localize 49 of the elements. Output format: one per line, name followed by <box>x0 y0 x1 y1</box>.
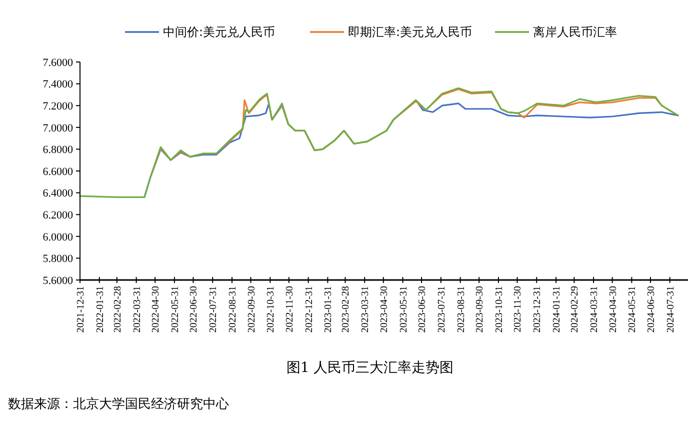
line-series <box>79 87 679 198</box>
x-tick-label: 2024-03-31 <box>589 286 600 333</box>
y-tick-label: 7.0000 <box>42 122 74 134</box>
x-tick-label: 2023-12-31 <box>532 286 544 333</box>
y-tick-label: 6.6000 <box>42 166 74 178</box>
x-tick-label: 2021-12-31 <box>76 286 86 333</box>
y-tick-label: 6.4000 <box>42 188 74 200</box>
x-tick-label: 2022-04-30 <box>150 286 162 333</box>
x-tick-label: 2022-11-30 <box>284 286 296 332</box>
x-tick-label: 2024-01-31 <box>552 286 563 333</box>
x-tick-label: 2023-02-28 <box>340 286 352 333</box>
x-tick-label: 2022-02-28 <box>112 286 124 333</box>
x-tick-label: 2023-11-30 <box>512 286 524 332</box>
x-tick-label: 2023-08-31 <box>456 286 467 333</box>
text: 图1 人民币三大汇率走势图 <box>286 360 454 376</box>
x-tick-label: 2023-01-31 <box>323 286 334 333</box>
x-tick-label: 2023-04-30 <box>378 286 390 333</box>
x-tick-label: 2022-05-31 <box>170 286 181 333</box>
y-tick-label: 7.2000 <box>42 100 74 112</box>
x-tick-label: 2024-06-30 <box>646 286 657 333</box>
x-tick-label: 2023-06-30 <box>417 286 428 333</box>
x-tick-label: 2023-07-31 <box>436 286 448 333</box>
y-tick-label: 6.0000 <box>42 231 74 244</box>
x-tick-label: 2022-06-30 <box>188 286 200 333</box>
x-tick-label: 2024-05-31 <box>627 286 638 333</box>
x-tick-label: 2023-05-31 <box>398 286 410 333</box>
x-tick-label: 2022-12-31 <box>304 286 315 333</box>
x-tick-label: 2024-02-29 <box>570 286 581 333</box>
x-tick-label: 2023-10-31 <box>494 286 505 333</box>
y-tick-label: 6.8000 <box>42 144 74 156</box>
x-tick-label: 2022-08-31 <box>228 286 238 333</box>
y-tick-label: 5.8000 <box>42 253 74 266</box>
x-tick-label: 2023-03-31 <box>360 286 372 333</box>
legend-label: 离岸人民币汇率 <box>533 25 617 40</box>
x-tick-label: 2022-03-31 <box>132 286 143 333</box>
x-tick-label: 2022-07-31 <box>208 286 220 333</box>
x-tick-label: 2024-04-30 <box>608 286 619 333</box>
y-tick-label: 6.2000 <box>42 209 74 222</box>
x-tick-label: 2022-10-31 <box>266 286 277 333</box>
legend-label: 即期汇率:美元兑人民币 <box>348 25 472 40</box>
x-tick-label: 2023-09-30 <box>474 286 486 333</box>
x-tick-label: 2022-09-30 <box>246 286 258 333</box>
y-tick-label: 5.6000 <box>42 274 74 287</box>
legend-label: 中间价:美元兑人民币 <box>163 25 276 40</box>
x-tick-label: 2024-07-31 <box>665 286 676 333</box>
y-tick-label: 7.6000 <box>42 56 74 69</box>
source-note: 数据来源：北京大学国民经济研究中心 <box>8 396 229 412</box>
x-tick-label: 2022-01-31 <box>94 286 106 333</box>
y-tick-label: 7.4000 <box>42 78 74 91</box>
